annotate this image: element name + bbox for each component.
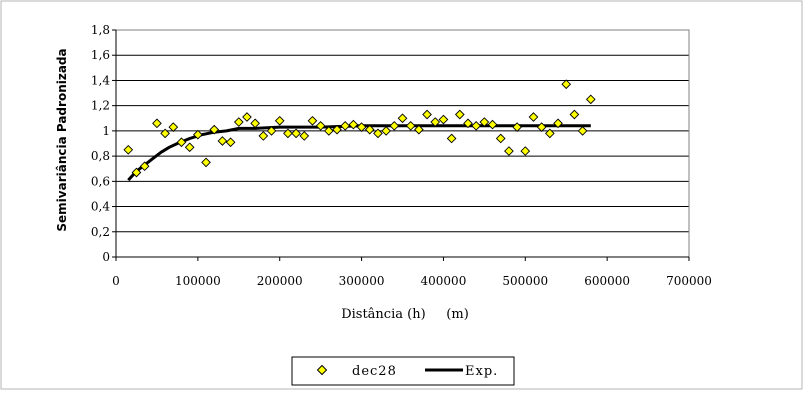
data-point-dec28 xyxy=(463,118,473,129)
data-point-dec28 xyxy=(438,114,449,125)
data-point-dec28 xyxy=(152,118,162,129)
data-point-dec28 xyxy=(348,119,359,130)
data-point-dec28 xyxy=(340,121,351,131)
data-point-dec28 xyxy=(373,128,383,139)
data-point-dec28 xyxy=(258,131,269,141)
data-point-dec28 xyxy=(414,124,424,135)
data-point-dec28 xyxy=(422,109,432,120)
data-point-dec28 xyxy=(184,142,195,153)
axes: 0 0,2 0,4 0,6 0,8 1 1,2 1,4 1,6 1,8 0 100000 200000 3… xyxy=(91,23,712,288)
data-point-dec28 xyxy=(520,146,531,156)
y-tick-label: 1,4 xyxy=(91,73,110,87)
data-point-dec28 xyxy=(332,124,342,135)
data-point-dec28 xyxy=(430,117,441,127)
data-point-dec28 xyxy=(131,167,142,178)
legend: dec28 Exp. xyxy=(291,356,515,386)
y-tick-label: 1,2 xyxy=(91,99,110,113)
series-dec28 xyxy=(123,79,596,178)
legend-label-dec28: dec28 xyxy=(352,364,397,379)
data-point-dec28 xyxy=(569,109,580,120)
y-tick-label: 0,8 xyxy=(91,149,110,163)
data-point-dec28 xyxy=(528,112,539,122)
data-point-dec28 xyxy=(168,122,179,132)
data-point-dec28 xyxy=(512,122,522,132)
data-point-dec28 xyxy=(160,128,170,139)
data-point-dec28 xyxy=(545,128,555,139)
data-point-dec28 xyxy=(201,157,211,168)
series-exp xyxy=(127,124,591,182)
data-point-dec28 xyxy=(389,121,400,131)
data-point-dec28 xyxy=(274,115,285,126)
y-tick-label: 0,2 xyxy=(91,225,110,239)
data-point-dec28 xyxy=(585,94,596,105)
y-tick-label: 1 xyxy=(102,124,110,138)
data-point-dec28 xyxy=(405,121,416,131)
x-tick-label: 0 xyxy=(112,274,120,288)
legend-box xyxy=(291,356,515,386)
legend-marker-dec28 xyxy=(316,364,328,376)
y-tick-label: 0 xyxy=(102,250,110,264)
data-point-dec28 xyxy=(381,126,391,136)
data-point-dec28 xyxy=(577,126,588,136)
data-point-dec28 xyxy=(553,118,563,129)
data-point-dec28 xyxy=(299,131,310,141)
data-point-dec28 xyxy=(454,109,465,120)
data-point-dec28 xyxy=(446,133,457,144)
data-point-dec28 xyxy=(397,113,408,124)
y-tick-label: 0,6 xyxy=(91,174,110,188)
data-point-dec28 xyxy=(323,126,334,136)
data-point-dec28 xyxy=(176,137,187,148)
exp-model-line xyxy=(127,124,591,182)
data-point-dec28 xyxy=(504,146,514,156)
y-tick-label: 1,8 xyxy=(91,23,110,37)
data-point-dec28 xyxy=(123,144,134,155)
data-point-dec28 xyxy=(495,133,506,144)
data-point-dec28 xyxy=(307,115,318,126)
y-tick-label: 0,4 xyxy=(91,200,110,214)
data-point-dec28 xyxy=(315,121,326,131)
data-point-dec28 xyxy=(283,128,293,139)
y-axis-title: Semivariância Padronizada xyxy=(55,48,69,231)
data-point-dec28 xyxy=(479,117,490,127)
x-tick-label: 700000 xyxy=(666,274,712,288)
x-tick-label: 400000 xyxy=(421,274,467,288)
data-point-dec28 xyxy=(291,128,301,139)
y-tick-label: 1,6 xyxy=(91,48,110,62)
x-tick-label: 500000 xyxy=(502,274,548,288)
data-point-dec28 xyxy=(250,118,260,129)
data-point-dec28 xyxy=(209,124,220,135)
data-point-dec28 xyxy=(487,119,498,130)
x-tick-label: 200000 xyxy=(257,274,303,288)
x-tick-label: 100000 xyxy=(175,274,221,288)
data-point-dec28 xyxy=(139,161,150,172)
data-point-dec28 xyxy=(242,112,252,122)
legend-label-exp: Exp. xyxy=(465,364,498,379)
data-point-dec28 xyxy=(536,122,547,132)
x-tick-label: 600000 xyxy=(584,274,630,288)
data-point-dec28 xyxy=(561,79,572,90)
data-point-dec28 xyxy=(356,122,367,132)
data-point-dec28 xyxy=(217,136,228,146)
data-point-dec28 xyxy=(233,117,244,127)
data-point-dec28 xyxy=(193,129,203,140)
data-point-dec28 xyxy=(225,137,236,148)
data-point-dec28 xyxy=(471,121,482,131)
x-axis-title: Distância (h) (m) xyxy=(341,307,469,322)
data-point-dec28 xyxy=(266,126,277,136)
data-point-dec28 xyxy=(364,124,375,135)
x-tick-label: 300000 xyxy=(339,274,385,288)
